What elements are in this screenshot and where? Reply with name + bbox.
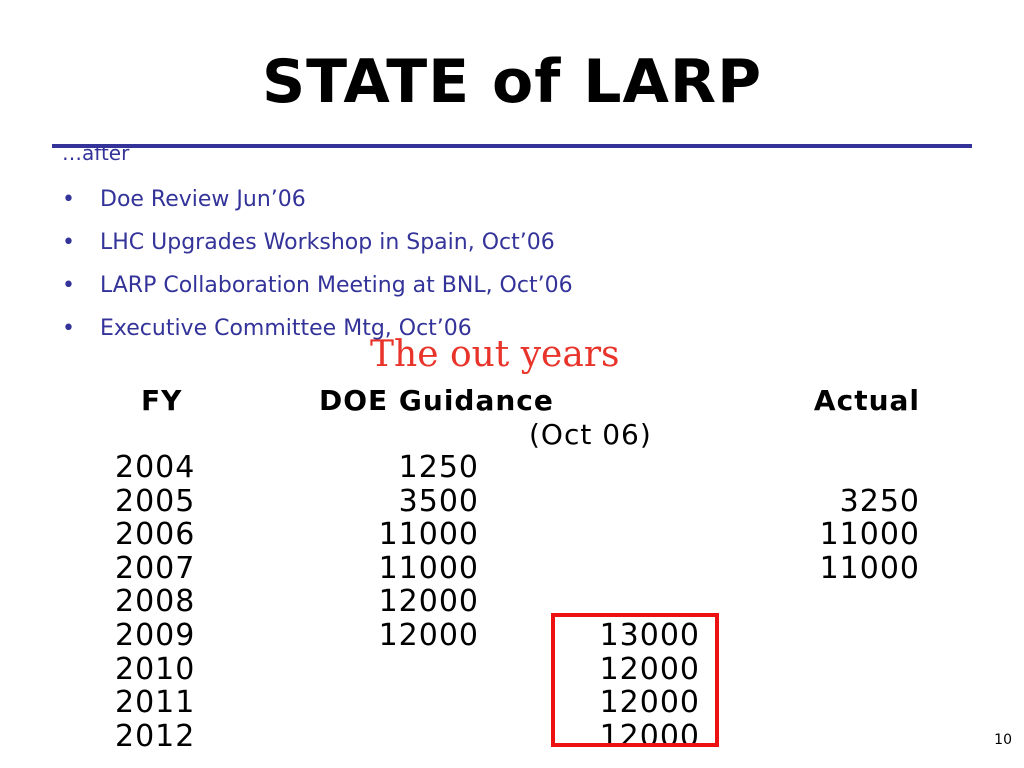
cell-projection: 12000 [599,718,700,754]
cell-doe-guidance: 12000 [378,584,479,620]
table-row: 2006 11000 11000 [103,518,932,552]
bullet-item: • LHC Upgrades Workshop in Spain, Oct’06 [62,221,573,264]
bullet-text: Doe Review Jun’06 [100,187,306,212]
table-row: 2011 12000 [103,686,932,720]
bullet-icon: • [62,187,75,212]
bullet-text: LARP Collaboration Meeting at BNL, Oct’0… [100,273,573,298]
cell-fy: 2009 [115,618,196,653]
cell-fy: 2004 [115,450,196,485]
highlight-box [551,613,719,747]
cell-projection: 13000 [599,618,700,653]
cell-fy: 2006 [115,517,196,553]
bullet-icon: • [62,316,75,341]
bullet-list: • Doe Review Jun’06 • LHC Upgrades Worksho… [62,178,573,350]
intro-text: …after [62,141,130,165]
table-row: 2007 11000 11000 [103,550,932,586]
cell-doe-guidance: 12000 [378,618,479,653]
funding-table: FY DOE Guidance (Oct 06) Actual 2004 1250… [103,385,932,753]
cell-doe-guidance: 3500 [398,483,479,519]
cell-actual: 3250 [839,483,920,519]
bullet-item: • Doe Review Jun’06 [62,178,573,221]
table-row: 2012 12000 [103,718,932,754]
bullet-text: LHC Upgrades Workshop in Spain, Oct’06 [100,230,555,255]
cell-fy: 2011 [115,685,196,721]
cell-fy: 2008 [115,584,196,620]
cell-doe-guidance: 11000 [378,517,479,553]
cell-projection: 12000 [599,651,700,687]
slide-title: STATE of LARP [261,47,763,117]
table-row: 2008 12000 [103,585,932,619]
bullet-item: • Executive Committee Mtg, Oct’06 [62,307,573,350]
header-fy: FY [141,384,183,417]
cell-fy: 2005 [115,483,196,519]
figure-subtitle: The out years [370,334,620,375]
table-row: 2005 3500 3250 [103,483,932,519]
page-number: 10 [994,732,1012,748]
title-divider [52,144,972,148]
bullet-text: Executive Committee Mtg, Oct’06 [100,316,472,341]
table-row: 2004 1250 [103,451,932,485]
table-row: 2009 12000 13000 [103,619,932,653]
cell-fy: 2012 [115,718,196,754]
cell-fy: 2007 [115,550,196,586]
header-actual: Actual [813,384,920,417]
header-doe-guidance: DOE Guidance [319,384,554,417]
cell-actual: 11000 [819,550,920,586]
cell-fy: 2010 [115,651,196,687]
bullet-item: • LARP Collaboration Meeting at BNL, Oct’… [62,264,573,307]
cell-projection: 12000 [599,685,700,721]
cell-doe-guidance: 1250 [398,450,479,485]
cell-actual: 11000 [819,517,920,553]
table-row: 2010 12000 [103,651,932,687]
bullet-icon: • [62,273,75,298]
header-doe-date: (Oct 06) [529,418,652,451]
bullet-icon: • [62,230,75,255]
cell-doe-guidance: 11000 [378,550,479,586]
